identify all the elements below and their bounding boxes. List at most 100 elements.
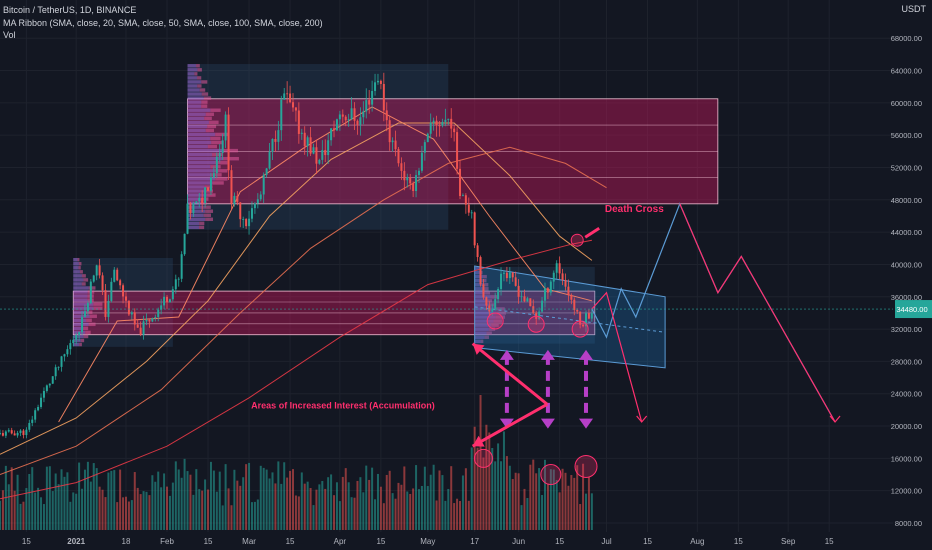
volume-profile-row — [201, 100, 208, 104]
volume-bar — [242, 477, 245, 530]
volume-profile-row — [204, 185, 213, 189]
volume-profile-row — [474, 287, 485, 291]
candle-body — [265, 168, 268, 175]
currency-label[interactable]: USDT — [901, 4, 927, 14]
price-tick-label: 52000.00 — [891, 163, 922, 172]
volume-bar — [429, 474, 432, 530]
candle-body — [286, 93, 289, 95]
volume-bar — [368, 479, 371, 530]
interest-arrow-up — [499, 349, 514, 360]
candle-body — [376, 80, 379, 83]
volume-profile-row — [484, 283, 489, 287]
candle-body — [10, 430, 13, 434]
volume-bar — [78, 462, 81, 530]
symbol-title[interactable]: Bitcoin / TetherUS, 1D, BINANCE — [3, 5, 137, 15]
interest-arrow-down — [499, 418, 514, 429]
volume-profile-row — [474, 331, 487, 335]
volume-bar — [262, 467, 265, 530]
descending-channel[interactable] — [474, 265, 666, 369]
volume-profile-row — [93, 302, 103, 306]
candle-body — [344, 116, 347, 121]
time-tick-label: 18 — [122, 537, 131, 546]
volume-profile-row — [474, 270, 481, 275]
volume-profile-row — [187, 144, 208, 149]
volume-profile-row — [474, 335, 485, 339]
volume-bar — [168, 495, 171, 530]
time-tick-label: 15 — [825, 537, 834, 546]
volume-bar — [19, 503, 22, 530]
candle-body — [464, 195, 467, 205]
volume-bar — [306, 481, 309, 530]
volume-bar — [579, 504, 582, 530]
candle-body — [183, 233, 186, 255]
volume-bar — [92, 463, 95, 530]
candle-body — [148, 319, 151, 322]
volume-profile-row — [474, 266, 479, 271]
candle-body — [42, 390, 45, 398]
candle-body — [127, 300, 130, 315]
volume-bar — [95, 468, 98, 530]
volume-bar — [517, 473, 520, 530]
candle-body — [438, 125, 441, 127]
volume-profile-row — [486, 299, 493, 303]
time-axis[interactable]: 15 2021 18 Feb 15 Mar 15 Apr 15 May 17 Jun 15 Jul 15 Au… — [0, 532, 932, 550]
candle-body — [31, 419, 34, 423]
candle-body — [113, 269, 116, 282]
volume-profile-row — [480, 339, 484, 344]
volume-profile-row — [187, 80, 202, 84]
candle-body — [122, 285, 125, 297]
time-axis-background — [0, 532, 932, 550]
volume-bar — [453, 503, 456, 530]
volume-bar — [186, 471, 189, 530]
volume-bar — [45, 466, 48, 530]
candle-body — [312, 147, 315, 154]
volume-bar — [51, 491, 54, 530]
volume-profile-row — [474, 311, 497, 315]
volume-profile-row — [205, 209, 214, 213]
volume-bar — [286, 477, 289, 530]
volume-profile-row — [78, 262, 82, 266]
volume-profile-row — [215, 177, 228, 181]
candle-body — [420, 152, 423, 171]
resistance-zones[interactable] — [72, 98, 719, 336]
volume-profile-row — [89, 314, 97, 318]
volume-profile-row — [187, 92, 202, 96]
volume-bar — [420, 485, 423, 530]
candle-body — [274, 138, 277, 142]
price-tick-label: 16000.00 — [891, 454, 922, 463]
death-cross-circle — [570, 233, 584, 247]
candle-body — [374, 82, 377, 91]
candle-body — [543, 288, 546, 301]
death-cross-arrow — [584, 226, 601, 239]
volume-bar — [221, 505, 224, 530]
projection-paths[interactable] — [591, 202, 841, 423]
volume-profile-row — [73, 294, 88, 298]
candle-body — [359, 117, 362, 125]
volume-legend[interactable]: Vol — [3, 30, 16, 40]
time-tick-label: Aug — [690, 537, 704, 546]
candle-body — [444, 119, 447, 122]
indicator-legend[interactable]: MA Ribbon (SMA, close, 20, SMA, close, 5… — [3, 18, 323, 28]
candle-body — [248, 218, 251, 227]
annotations[interactable]: Death Cross Areas of Increased Interest … — [251, 204, 664, 486]
volume-profile-row — [222, 156, 239, 161]
candle-body — [582, 324, 585, 327]
volume-profile-row — [88, 286, 96, 290]
volume-profile-row — [187, 136, 211, 141]
volume-bar — [157, 471, 160, 530]
volume-bar — [130, 500, 133, 530]
volume-profile-row — [187, 112, 206, 116]
volume-bar — [89, 481, 92, 530]
volume-profile-row — [187, 193, 207, 197]
volume-profile-row — [187, 165, 211, 169]
volume-bar — [48, 466, 51, 530]
candle-body — [292, 102, 294, 108]
volume-profile-row — [187, 64, 197, 68]
candle-body — [505, 272, 508, 279]
candle-body — [558, 263, 561, 274]
ma-line-sma-200 — [0, 239, 592, 500]
volume-bar — [37, 487, 40, 530]
volume-bar — [356, 480, 359, 530]
